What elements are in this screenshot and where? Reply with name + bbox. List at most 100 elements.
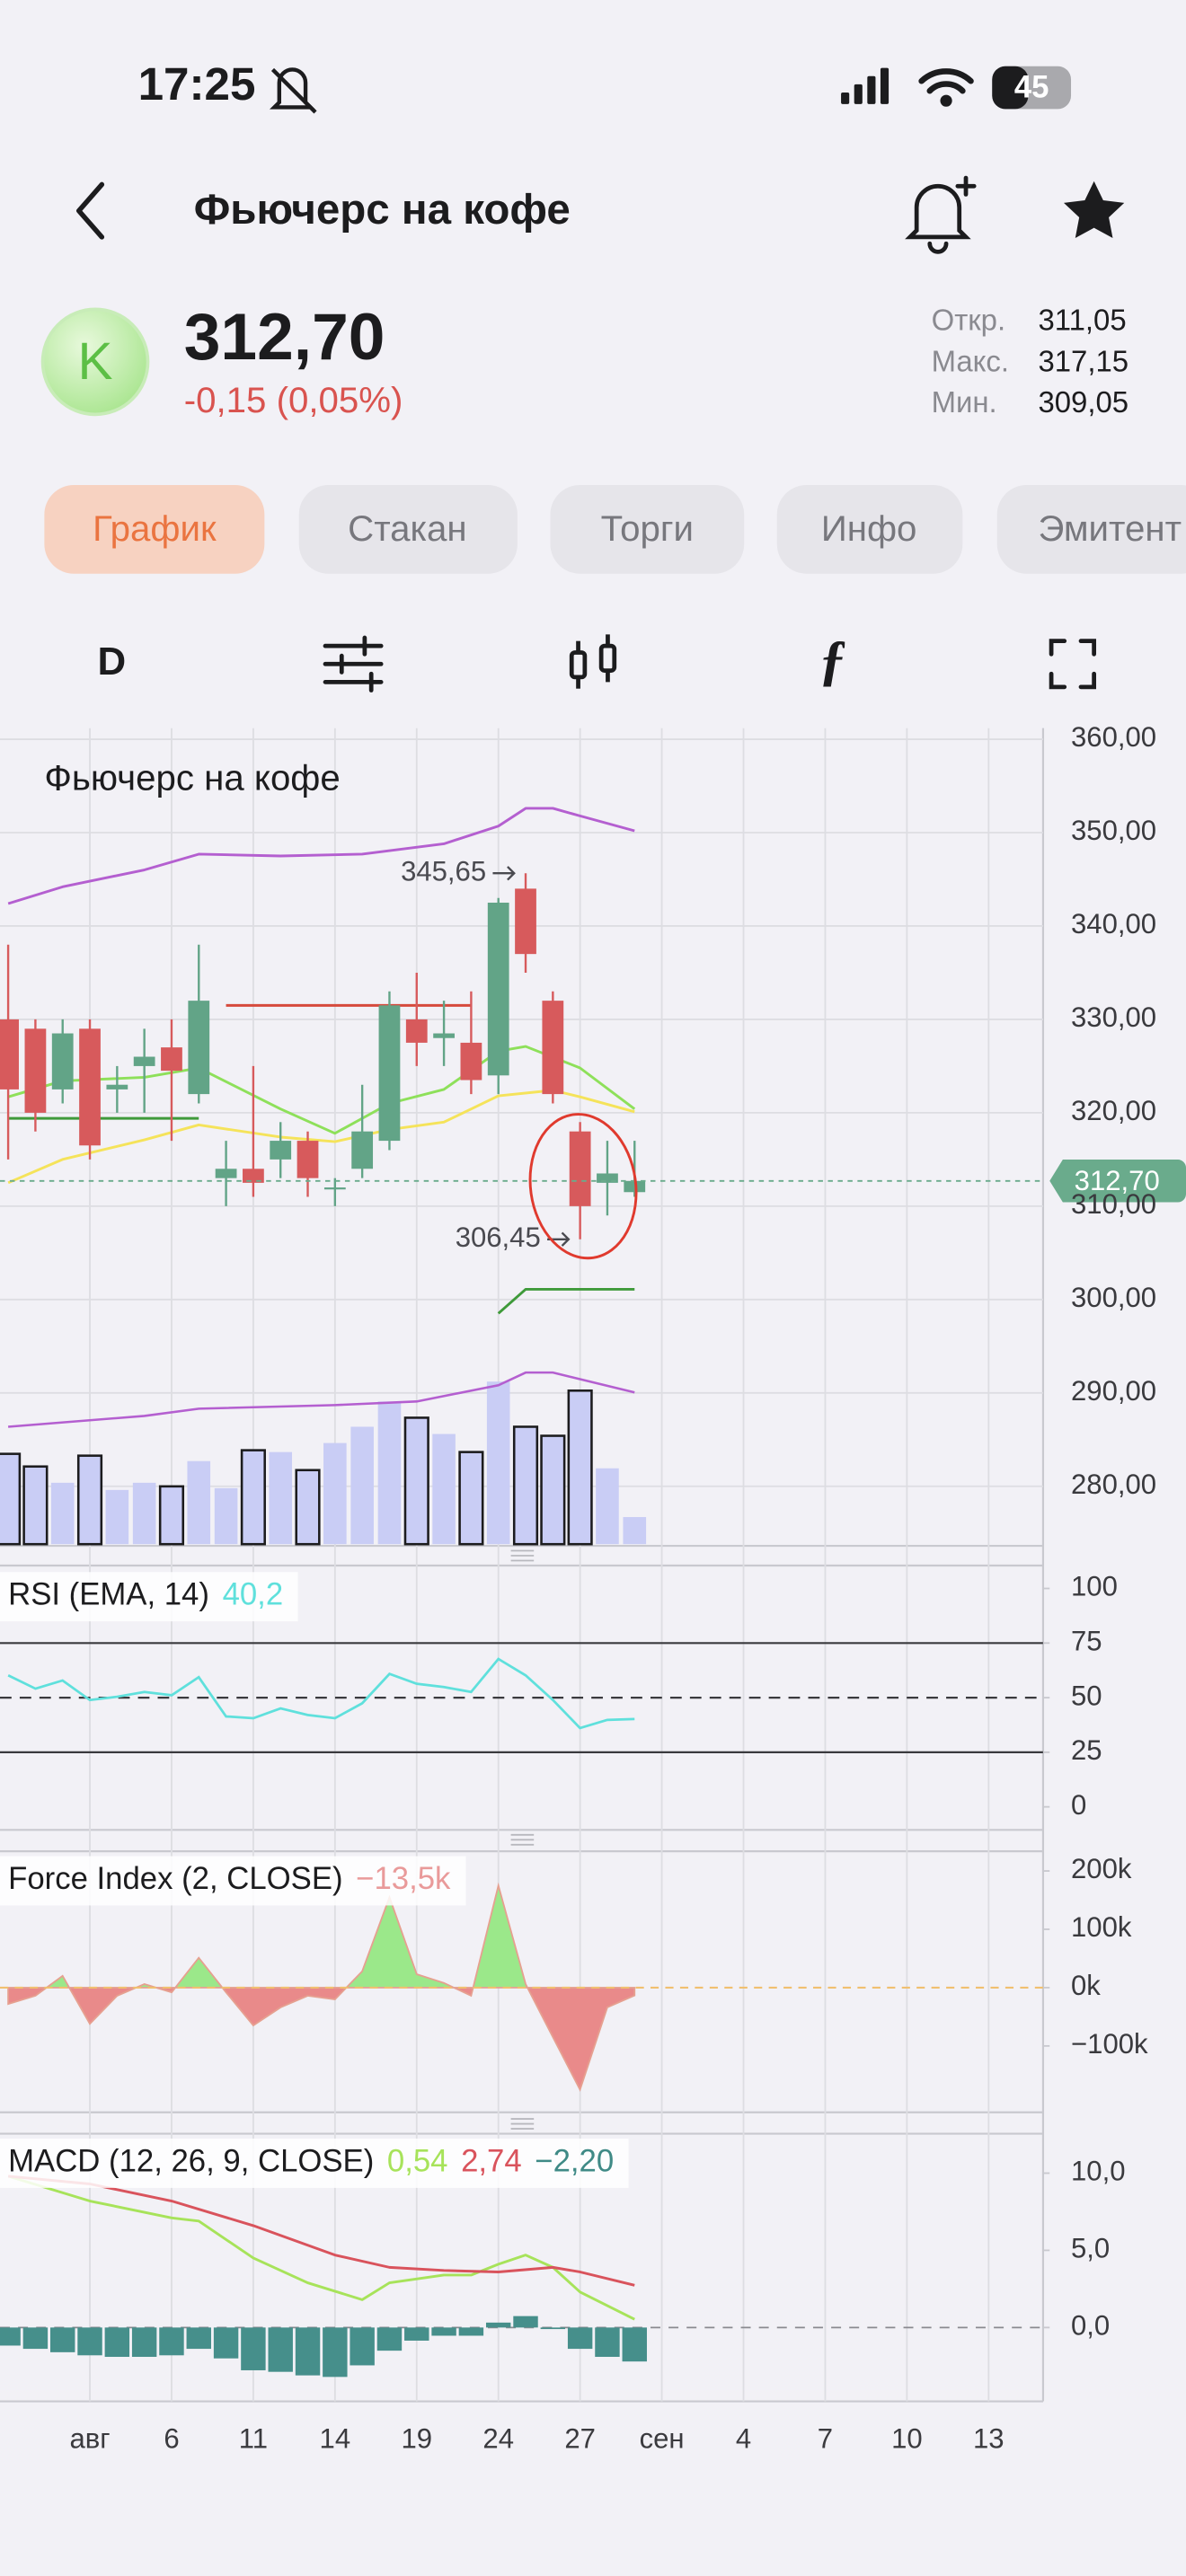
extreme-label: 306,45 [456, 1222, 541, 1253]
favorite-button[interactable] [1063, 181, 1125, 239]
y-tick-label: 0 [1071, 1789, 1086, 1821]
macd-bar [595, 2327, 620, 2358]
volume-bar [295, 1469, 321, 1546]
chart-type-button[interactable] [569, 634, 617, 689]
tab-label: Стакан [348, 508, 466, 549]
x-tick-label: 14 [320, 2423, 351, 2455]
resize-handles[interactable] [510, 1549, 535, 2130]
avatar-letter: K [78, 332, 113, 391]
volume-average [7, 1371, 635, 1428]
macd-bar [376, 2327, 403, 2351]
candle-body [433, 1033, 455, 1038]
functions-button[interactable]: ƒ [819, 630, 846, 691]
overlay: 345,65 306,45 312,70 Фьючерс на кофе [44, 758, 1186, 1253]
candle-body [597, 1173, 618, 1183]
candle-body [215, 1169, 237, 1178]
volume-bar [377, 1401, 402, 1545]
fullscreen-button[interactable] [1049, 639, 1096, 690]
indicator-line [7, 2175, 635, 2321]
volume-bar [623, 1517, 647, 1545]
tab[interactable] [776, 484, 963, 574]
volume-bar [403, 1416, 429, 1546]
force-area-negative [7, 1987, 636, 2092]
volume-bar [596, 1468, 619, 1545]
indicators-button[interactable] [323, 635, 384, 693]
stat-label: Мин. [932, 385, 997, 419]
candle-body [624, 1180, 646, 1193]
macd-bar [241, 2327, 266, 2370]
volume-bar [22, 1465, 49, 1546]
legend-value: −13,5k [356, 1862, 451, 1896]
macd-bar [131, 2327, 157, 2358]
x-tick-label: 24 [482, 2423, 514, 2455]
price-change: -0,15 (0,05%) [184, 380, 403, 420]
x-tick-label: авг [69, 2423, 110, 2455]
candle-body [460, 1042, 482, 1081]
macd-bar [567, 2327, 593, 2350]
wifi-icon [918, 68, 974, 107]
signal-icon [841, 67, 890, 104]
macd-bar [458, 2327, 484, 2336]
macd-bar [540, 2327, 566, 2330]
alert-button[interactable] [905, 175, 977, 254]
period-button[interactable]: D [97, 640, 126, 684]
indicator-title: RSI (EMA, 14) [8, 1578, 209, 1612]
volume-bar [567, 1389, 593, 1546]
volume-bar [214, 1487, 238, 1545]
candle-body [487, 902, 509, 1076]
indicator-legend: Force Index (2, CLOSE) −13,5k [8, 1862, 451, 1896]
tab[interactable] [44, 484, 265, 574]
indicator-line [7, 1657, 635, 1730]
hand-drawn-circle [528, 1113, 638, 1260]
y-tick-label: 330,00 [1071, 1001, 1156, 1033]
macd-bar [485, 2322, 511, 2328]
macd-bar [350, 2327, 375, 2366]
volume-bar [0, 1452, 22, 1546]
y-tick-label: 100 [1071, 1571, 1118, 1602]
volume-bar [432, 1434, 456, 1545]
panel-separators [0, 728, 1045, 2403]
volume-bar [105, 1489, 129, 1545]
x-tick-label: 4 [736, 2423, 751, 2455]
battery-level [992, 66, 1029, 110]
candle-body [243, 1169, 264, 1183]
y-tick-label: 290,00 [1071, 1375, 1156, 1407]
chart-title: Фьючерс на кофе [44, 758, 340, 798]
y-tick-label: 350,00 [1071, 815, 1156, 846]
y-tick-label: 200k [1071, 1853, 1132, 1884]
tab[interactable] [550, 484, 745, 574]
candle-body [378, 1005, 401, 1142]
candle-body [569, 1131, 591, 1206]
legend-background [0, 2139, 629, 2188]
volume-bar [50, 1482, 75, 1545]
macd-bar [77, 2327, 102, 2356]
macd-bar [295, 2327, 321, 2376]
volume-bar [132, 1482, 156, 1545]
volume-bar [458, 1451, 484, 1546]
y-tick-label: 0k [1071, 1970, 1101, 2001]
tab[interactable] [996, 484, 1186, 574]
tab[interactable] [298, 484, 518, 574]
plots [0, 728, 1043, 2402]
candle-body [133, 1056, 155, 1066]
candle-body [106, 1084, 128, 1090]
back-button[interactable] [76, 181, 105, 240]
volume-bar [269, 1451, 293, 1545]
battery-percent: 45 [1014, 71, 1049, 105]
legend-value: 40,2 [223, 1578, 284, 1612]
macd-bar [0, 2327, 21, 2346]
volume-bar [512, 1425, 539, 1546]
indicator-line [7, 807, 635, 905]
stat-value: 309,05 [1038, 385, 1128, 419]
candle-body [188, 1001, 210, 1095]
volume-bar [76, 1454, 103, 1546]
extreme-label: 345,65 [401, 855, 486, 887]
legend-background [0, 1856, 466, 1906]
candle-body [270, 1141, 292, 1160]
price: 312,70 [184, 301, 385, 374]
candle-body [51, 1033, 74, 1090]
macd-bar [104, 2327, 130, 2358]
indicator-line [8, 2175, 635, 2287]
legend-value: −2,20 [535, 2145, 614, 2179]
